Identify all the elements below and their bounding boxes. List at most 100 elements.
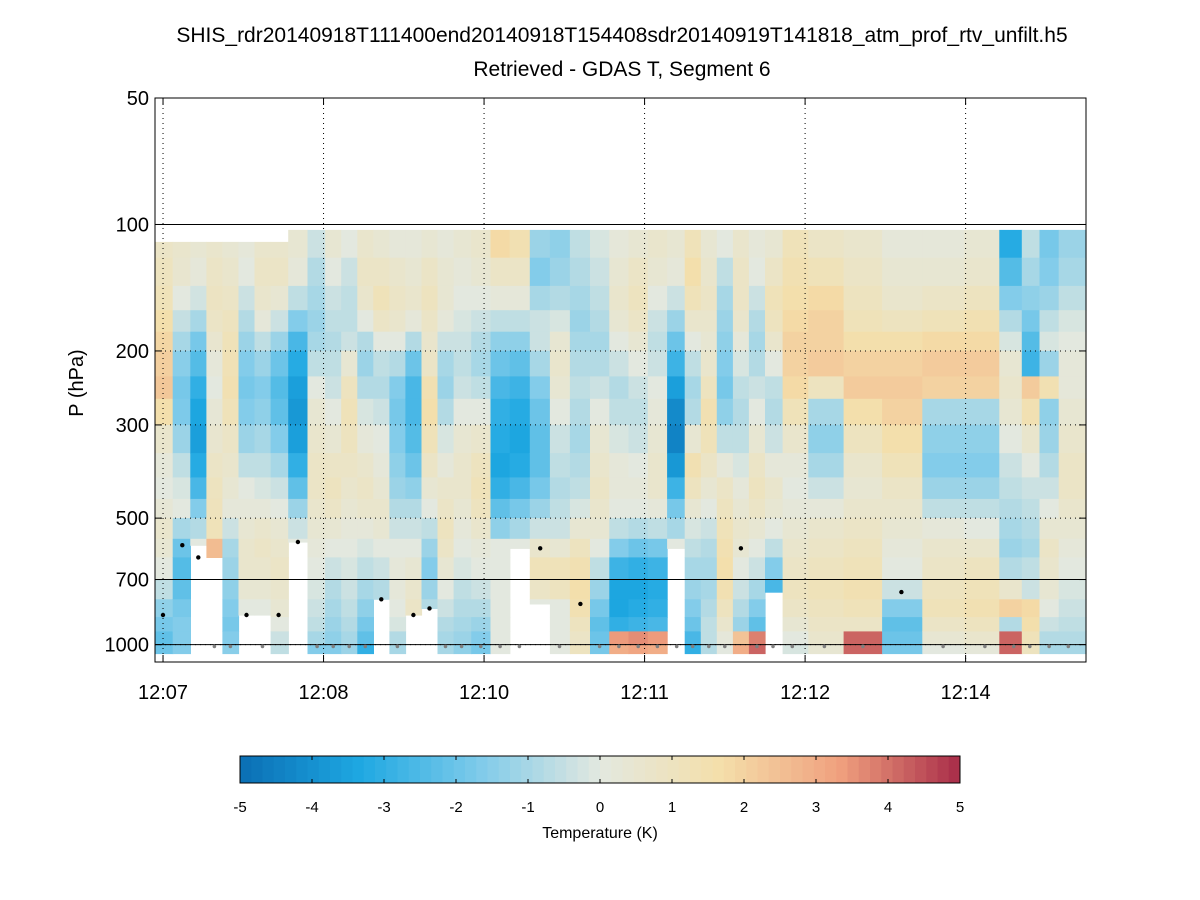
- heatmap-cell: [405, 350, 423, 377]
- heatmap-cell: [222, 376, 240, 400]
- heatmap-cell: [373, 498, 390, 519]
- heatmap-cell: [357, 453, 374, 479]
- y-axis-label: P (hPa): [66, 349, 88, 416]
- heatmap-cell: [238, 538, 256, 558]
- heatmap-cell: [421, 579, 439, 600]
- surface-marker: [636, 644, 640, 649]
- heatmap-cell: [405, 599, 423, 616]
- heatmap-cell: [453, 477, 472, 500]
- heatmap-cell: [590, 285, 610, 311]
- heatmap-cell: [529, 498, 551, 519]
- heatmap-cell: [490, 599, 511, 618]
- heatmap-cell: [808, 599, 845, 618]
- heatmap-cell: [732, 453, 750, 479]
- heatmap-cell: [609, 538, 630, 558]
- heatmap-cell: [999, 331, 1023, 352]
- heatmap-cell: [357, 398, 374, 426]
- heatmap-cell: [732, 310, 750, 333]
- heatmap-cell: [341, 599, 358, 618]
- heatmap-cell: [748, 229, 766, 259]
- heatmap-cell: [288, 424, 309, 454]
- heatmap-cell: [843, 398, 883, 426]
- heatmap-cell: [190, 498, 207, 519]
- heatmap-cell: [748, 617, 766, 632]
- heatmap-cell: [549, 599, 571, 618]
- heatmap-cell: [1021, 498, 1041, 519]
- heatmap-cell: [590, 350, 610, 377]
- heatmap-cell: [628, 498, 649, 519]
- heatmap-cell: [999, 617, 1023, 632]
- heatmap-cell: [765, 350, 784, 377]
- heatmap-cell: [471, 498, 492, 519]
- heatmap-cell: [700, 398, 718, 426]
- surface-marker: [771, 644, 775, 649]
- heatmap-cell: [782, 579, 809, 600]
- heatmap-cell: [843, 538, 883, 558]
- heatmap-cell: [529, 518, 551, 540]
- heatmap-cell: [843, 257, 883, 287]
- heatmap-cell: [628, 310, 649, 333]
- heatmap-cell: [999, 229, 1023, 259]
- heatmap-cell: [270, 376, 289, 400]
- heatmap-cell: [437, 229, 455, 259]
- heatmap-cell: [808, 579, 845, 600]
- heatmap-cell: [716, 498, 734, 519]
- heatmap-cell: [190, 538, 207, 546]
- heatmap-cell: [1058, 257, 1087, 287]
- surface-marker: [160, 612, 166, 618]
- colorbar-step: [802, 756, 815, 783]
- heatmap-cell: [341, 398, 358, 426]
- heatmap-cell: [529, 257, 551, 287]
- heatmap-cell: [238, 498, 256, 519]
- colorbar-step: [532, 756, 545, 783]
- heatmap-cell: [667, 453, 686, 479]
- colorbar-step: [386, 756, 398, 783]
- heatmap-cell: [453, 644, 472, 655]
- heatmap-cell: [373, 376, 390, 400]
- heatmap-cell: [389, 285, 407, 311]
- heatmap-cell: [667, 285, 686, 311]
- heatmap-cell: [373, 285, 390, 311]
- heatmap-cell: [964, 631, 1000, 646]
- heatmap-cell: [590, 599, 610, 618]
- heatmap-cell: [964, 285, 1000, 311]
- heatmap-cell: [190, 477, 207, 500]
- heatmap-cell: [609, 631, 630, 646]
- heatmap-cell: [808, 518, 845, 540]
- heatmap-cell: [254, 376, 272, 400]
- heatmap-cell: [373, 538, 390, 558]
- heatmap-cell: [647, 579, 668, 600]
- colorbar-label: Temperature (K): [542, 825, 658, 842]
- heatmap-cell: [628, 229, 649, 259]
- heatmap-cell: [748, 331, 766, 352]
- heatmap-cell: [453, 453, 472, 479]
- heatmap-cell: [1039, 331, 1060, 352]
- heatmap-cell: [490, 644, 511, 655]
- colorbar-step: [341, 756, 353, 783]
- heatmap-cell: [222, 241, 240, 259]
- heatmap-cell: [437, 424, 455, 454]
- heatmap-cell: [437, 579, 455, 600]
- heatmap-cell: [716, 257, 734, 287]
- colorbar-step: [363, 756, 376, 783]
- heatmap-cell: [490, 350, 511, 377]
- heatmap-cell: [1039, 229, 1060, 259]
- heatmap-cell: [843, 644, 883, 655]
- heatmap-cell: [357, 631, 374, 646]
- surface-marker: [597, 644, 602, 649]
- heatmap-cell: [882, 518, 923, 540]
- heatmap-cell: [325, 631, 342, 646]
- heatmap-cell: [628, 331, 649, 352]
- colorbar-step: [937, 756, 950, 783]
- heatmap-cell: [808, 477, 845, 500]
- heatmap-cell: [172, 424, 191, 454]
- heatmap-cell: [172, 453, 191, 479]
- heatmap-cell: [389, 557, 407, 581]
- y-axis: 50 100 200 300 500 700 1000: [105, 88, 1086, 657]
- colorbar-step: [566, 756, 578, 783]
- heatmap-cell: [341, 424, 358, 454]
- heatmap-cell: [647, 310, 668, 333]
- surface-marker: [1066, 644, 1071, 649]
- heatmap-cell: [748, 631, 766, 646]
- heatmap-cell: [357, 424, 374, 454]
